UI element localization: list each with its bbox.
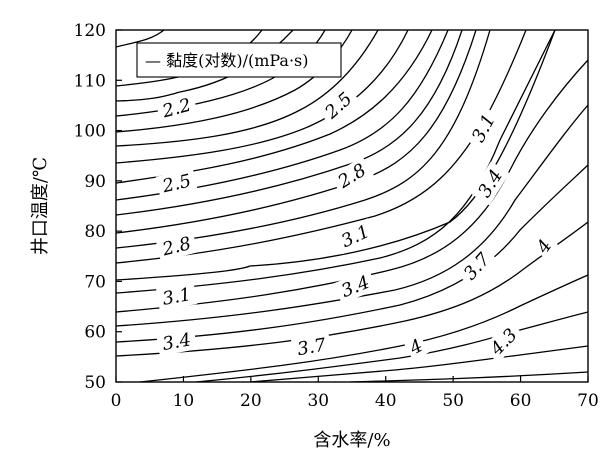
x-tick-label: 20: [240, 391, 262, 411]
x-tick-label: 60: [510, 391, 532, 411]
contour-label-bg: [317, 84, 360, 127]
contour-line: [116, 59, 588, 313]
x-tick-label: 0: [111, 391, 122, 411]
contour-label: 2.2: [159, 95, 193, 123]
contour-label-group: 4: [402, 332, 430, 361]
contour-label-group: 3.4: [333, 269, 378, 304]
y-tick-label: 50: [84, 373, 106, 393]
contour-label-bg: [482, 320, 525, 363]
contour-labels: 2.22.52.83.13.42.52.83.13.43.73.13.43.74…: [155, 84, 559, 363]
contour-line: [349, 371, 588, 382]
contour-line: [195, 311, 588, 382]
y-tick-label: 100: [74, 122, 106, 142]
contour-label: 3.7: [296, 334, 328, 360]
contour-label-group: 4: [529, 232, 559, 260]
contour-label-bg: [333, 218, 378, 255]
legend-entry: — 黏度(对数)/(mPa·s): [145, 51, 309, 70]
contour-lines: [116, 30, 588, 382]
contour-line: [116, 30, 409, 164]
contour-line: [116, 30, 463, 216]
contour-label-bg: [290, 332, 333, 361]
contour-line: [116, 164, 588, 343]
x-axis-ticks: 0 10 20 30 40 50 60 70: [111, 376, 599, 411]
legend-box: [136, 42, 342, 78]
contour-label-bg: [529, 232, 559, 260]
contour-label-bg: [155, 92, 198, 124]
y-tick-label: 70: [84, 272, 106, 292]
contour-label-bg: [402, 332, 430, 361]
contour-label-group: 4.3: [482, 320, 525, 363]
contour-label: 2.5: [160, 170, 194, 197]
contour-label-bg: [333, 269, 378, 304]
contour-label-group: 3.4: [470, 161, 510, 206]
y-tick-label: 120: [74, 21, 106, 41]
contour-label-group: 3.4: [156, 327, 198, 356]
contour-label-group: 2.5: [155, 168, 198, 199]
contour-line: [249, 345, 588, 382]
x-tick-label: 50: [442, 391, 464, 411]
x-tick-label: 70: [577, 391, 599, 411]
contour-label: 2.8: [159, 233, 193, 261]
plot-frame: [115, 29, 589, 383]
x-tick-label: 30: [307, 391, 329, 411]
contour-label-bg: [464, 106, 503, 150]
contour-line: [116, 30, 379, 147]
contour-line: [139, 274, 588, 382]
contour-label-group: 3.1: [156, 282, 198, 311]
contour-line: [116, 30, 556, 294]
contour-label: 3.4: [161, 329, 193, 355]
contour-line: [116, 30, 165, 48]
contour-line: [116, 30, 491, 249]
y-tick-label: 110: [74, 71, 106, 91]
contour-line: [116, 30, 527, 264]
y-axis-title: 井口温度/℃: [30, 157, 51, 255]
contour-label-bg: [156, 327, 198, 356]
y-tick-label: 60: [84, 323, 106, 343]
y-tick-label: 80: [84, 222, 106, 242]
x-tick-label: 40: [375, 391, 397, 411]
contour-label-bg: [155, 168, 198, 199]
contour-line: [116, 30, 556, 281]
contour-label-group: 3.7: [290, 332, 333, 361]
contour-label-bg: [455, 244, 498, 288]
contour-label-group: 2.8: [155, 230, 198, 262]
x-axis-title: 含水率/%: [313, 430, 390, 451]
y-tick-label: 90: [84, 172, 106, 192]
contour-line: [116, 104, 588, 327]
y-axis-ticks: 50 60 70 80 90 100 110 120: [74, 21, 122, 393]
contour-label-bg: [470, 161, 510, 206]
x-tick-label: 10: [173, 391, 195, 411]
contour-label: 3.1: [161, 284, 193, 310]
contour-label-group: 2.8: [330, 156, 374, 196]
contour-label-bg: [156, 282, 198, 311]
contour-label-group: 3.7: [455, 244, 498, 288]
contour-label-bg: [155, 230, 198, 262]
contour-label-bg: [330, 156, 374, 196]
legend: — 黏度(对数)/(mPa·s): [136, 42, 342, 78]
